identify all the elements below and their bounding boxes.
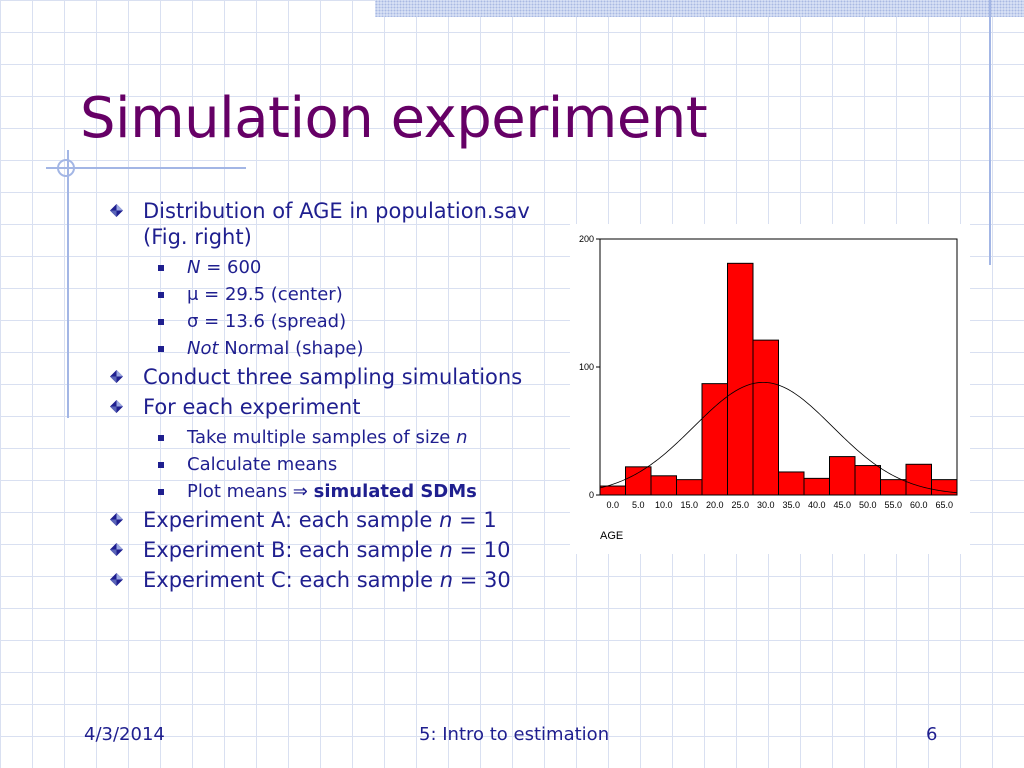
square-bullet-icon (158, 292, 164, 298)
histogram-bar (880, 479, 907, 496)
histogram-bar (599, 485, 626, 496)
footer-topic: 5: Intro to estimation (419, 724, 610, 745)
diamond-bullet-icon (110, 513, 123, 526)
histogram-bar (905, 463, 932, 496)
y-tick-label: 0 (589, 490, 594, 500)
sub-bullet-item: σ = 13.6 (spread) (108, 308, 568, 335)
histogram-bar (854, 465, 881, 496)
diamond-bullet-icon (110, 543, 123, 556)
histogram-bar (727, 262, 754, 496)
sub-bullet-item: Calculate means (108, 451, 568, 478)
x-tick-label: 35.0 (782, 500, 800, 510)
normal-curve-line (599, 381, 958, 494)
diamond-bullet-icon (110, 204, 123, 217)
histogram-bar (701, 383, 728, 496)
bullet-item: Conduct three sampling simulations (108, 364, 568, 390)
histogram-bar (931, 479, 958, 496)
x-tick-label: 60.0 (910, 500, 928, 510)
decorative-vertical-line (989, 0, 991, 265)
sub-bullet-item: Plot means ⇒ simulated SDMs (108, 478, 568, 505)
x-tick-label: 20.0 (706, 500, 724, 510)
slide-title: Simulation experiment (80, 86, 708, 151)
histogram-bar (829, 456, 856, 496)
square-bullet-icon (158, 489, 164, 495)
sub-bullet-item: μ = 29.5 (center) (108, 281, 568, 308)
x-tick-label: 10.0 (655, 500, 673, 510)
square-bullet-icon (158, 265, 164, 271)
decorative-horizontal-line (46, 167, 246, 169)
square-bullet-icon (158, 462, 164, 468)
square-bullet-icon (158, 319, 164, 325)
diamond-bullet-icon (110, 400, 123, 413)
sub-bullet-item: Take multiple samples of size n (108, 424, 568, 451)
x-tick-label: 0.0 (606, 500, 619, 510)
bullet-item: For each experiment (108, 394, 568, 420)
histogram-bar (650, 475, 677, 496)
square-bullet-icon (158, 346, 164, 352)
sub-bullet-item: Not Normal (shape) (108, 335, 568, 362)
bullet-list: Distribution of AGE in population.sav (F… (108, 198, 568, 597)
age-histogram: 0 100 200 0.0 5.0 10.0 15.0 20.0 25.0 30.0 35.0 40.… (570, 224, 970, 554)
decorative-circle (57, 159, 75, 177)
sub-bullet-item: N = 600 (108, 254, 568, 281)
x-tick-label: 30.0 (757, 500, 775, 510)
footer-page-number: 6 (926, 724, 938, 745)
x-tick-label: 55.0 (884, 500, 902, 510)
bullet-item: Distribution of AGE in population.sav (F… (108, 198, 568, 250)
x-tick-label: 40.0 (808, 500, 826, 510)
x-tick-label: 45.0 (833, 500, 851, 510)
square-bullet-icon (158, 435, 164, 441)
bullet-item: Experiment A: each sample n = 1 (108, 507, 568, 533)
x-tick-label: 25.0 (731, 500, 749, 510)
top-decorative-band (375, 0, 1024, 17)
histogram-bar (803, 477, 830, 496)
x-axis-title: AGE (600, 530, 623, 542)
x-tick-label: 5.0 (632, 500, 645, 510)
y-tick-label: 200 (579, 234, 594, 244)
footer-date: 4/3/2014 (84, 724, 165, 745)
histogram-bar (778, 471, 805, 496)
histogram-bar (625, 466, 652, 496)
x-tick-label: 50.0 (859, 500, 877, 510)
bullet-item: Experiment B: each sample n = 10 (108, 537, 568, 563)
histogram-bar (676, 479, 703, 496)
bullet-item: Experiment C: each sample n = 30 (108, 567, 568, 593)
y-tick-label: 100 (579, 362, 594, 372)
diamond-bullet-icon (110, 370, 123, 383)
histogram-bar (752, 339, 779, 496)
diamond-bullet-icon (110, 573, 123, 586)
x-tick-label: 65.0 (935, 500, 953, 510)
x-tick-label: 15.0 (680, 500, 698, 510)
decorative-left-line (67, 150, 69, 418)
